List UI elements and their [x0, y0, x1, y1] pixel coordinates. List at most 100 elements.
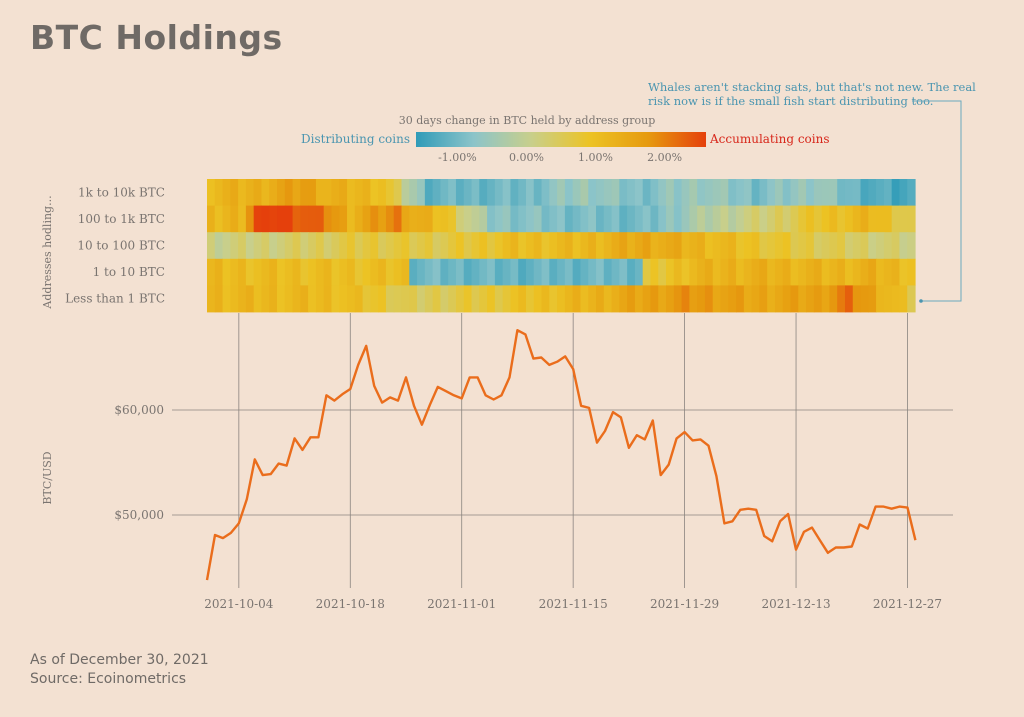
heatmap-cell	[907, 258, 916, 286]
heatmap-cell	[378, 258, 387, 286]
heatmap-cell	[564, 258, 574, 286]
heatmap-cell	[253, 205, 263, 233]
heatmap-cell	[417, 258, 426, 286]
heatmap-cell	[767, 258, 776, 286]
heatmap-cell	[510, 205, 519, 233]
heatmap-cell	[821, 258, 831, 286]
heatmap-cell	[440, 258, 449, 286]
heatmap-cell	[424, 232, 434, 260]
heatmap-cell	[806, 205, 815, 233]
heatmap-cell	[292, 232, 301, 260]
annotation-line-1: Whales aren't stacking sats, but that's …	[648, 80, 976, 94]
heatmap-cell	[207, 285, 216, 313]
heatmap-cell	[533, 205, 543, 233]
legend-title: 30 days change in BTC held by address gr…	[399, 114, 655, 127]
heatmap-cell	[331, 179, 340, 206]
heatmap-cell	[448, 232, 457, 260]
heatmap-cell	[673, 285, 683, 313]
heatmap-cell	[837, 285, 846, 313]
heatmap-cell	[844, 258, 854, 286]
heatmap-cell	[487, 258, 496, 286]
heatmap-cell	[487, 179, 496, 206]
heatmap-cell	[891, 205, 901, 233]
heatmap-cell	[510, 232, 519, 260]
heatmap-cell	[354, 232, 364, 260]
line-chart-y-axis-label: BTC/USD	[41, 451, 54, 504]
heatmap-cell	[557, 179, 566, 206]
heatmap-cell	[759, 258, 768, 286]
heatmap-cell	[782, 285, 792, 313]
heatmap-cell	[603, 232, 613, 260]
heatmap-cell	[393, 232, 403, 260]
heatmap-cell	[891, 232, 901, 260]
heatmap-cell	[518, 258, 527, 286]
heatmap-cell	[378, 179, 387, 206]
heatmap-cell	[844, 179, 854, 206]
heatmap-cell	[479, 285, 488, 313]
heatmap-cell	[596, 232, 605, 260]
heatmap-cell	[230, 285, 239, 313]
heatmap-cell	[658, 232, 667, 260]
heatmap-cell	[347, 232, 356, 260]
heatmap-cell	[277, 205, 286, 233]
heatmap-cell	[798, 179, 807, 206]
heatmap-cell	[354, 205, 364, 233]
heatmap-cell	[790, 258, 799, 286]
heatmap-cell	[308, 258, 317, 286]
heatmap-cell	[712, 179, 722, 206]
heatmap-cell	[308, 205, 317, 233]
heatmap-cell	[852, 205, 862, 233]
heatmap-cell	[432, 258, 442, 286]
heatmap-cell	[829, 285, 838, 313]
heatmap-cell	[549, 179, 558, 206]
heatmap-cell	[455, 179, 465, 206]
heatmap-cell	[634, 205, 644, 233]
heatmap-cell	[596, 179, 605, 206]
heatmap-cell	[222, 205, 231, 233]
heatmap-cell	[619, 285, 628, 313]
heatmap-cell	[759, 285, 768, 313]
heatmap-cell	[689, 205, 698, 233]
heatmap-cell	[798, 232, 807, 260]
heatmap-cell	[323, 258, 333, 286]
heatmap-cell	[603, 205, 613, 233]
heatmap-cell	[533, 258, 543, 286]
heatmap-cell	[347, 258, 356, 286]
heatmap-cell	[222, 258, 231, 286]
heatmap-cell	[432, 179, 442, 206]
heatmap-cell	[393, 258, 403, 286]
heatmap-cell	[774, 179, 784, 206]
heatmap-cell	[876, 232, 885, 260]
heatmap-cell	[689, 179, 698, 206]
heatmap-cell	[844, 205, 854, 233]
heatmap-cell	[689, 285, 698, 313]
heatmap-cell	[658, 285, 667, 313]
heatmap-cell	[471, 232, 480, 260]
heatmap-cell	[339, 179, 348, 206]
heatmap-cell	[207, 179, 216, 206]
heatmap-cell	[767, 285, 776, 313]
heatmap-cell	[860, 232, 869, 260]
heatmap-cell	[541, 205, 550, 233]
heatmap-cell	[440, 205, 449, 233]
heatmap-cell	[494, 179, 504, 206]
heatmap-cell	[557, 205, 566, 233]
heatmap-cell	[525, 258, 535, 286]
heatmap-cell	[619, 232, 628, 260]
legend-tick-label: 2.00%	[647, 151, 682, 164]
heatmap-cell	[580, 285, 589, 313]
heatmap-cell	[315, 232, 325, 260]
heatmap-cell	[510, 258, 519, 286]
heatmap-cell	[533, 285, 543, 313]
heatmap-cell	[743, 179, 753, 206]
heatmap-cell	[463, 285, 473, 313]
heatmap-cell	[432, 232, 442, 260]
heatmap-cell	[525, 285, 535, 313]
heatmap-cell	[806, 285, 815, 313]
heatmap-cell	[417, 179, 426, 206]
x-tick-label: 2021-12-13	[761, 597, 830, 611]
heatmap-cell	[899, 232, 908, 260]
btc-price-line	[205, 329, 917, 581]
heatmap-cell	[207, 205, 216, 233]
heatmap-cell	[549, 285, 558, 313]
